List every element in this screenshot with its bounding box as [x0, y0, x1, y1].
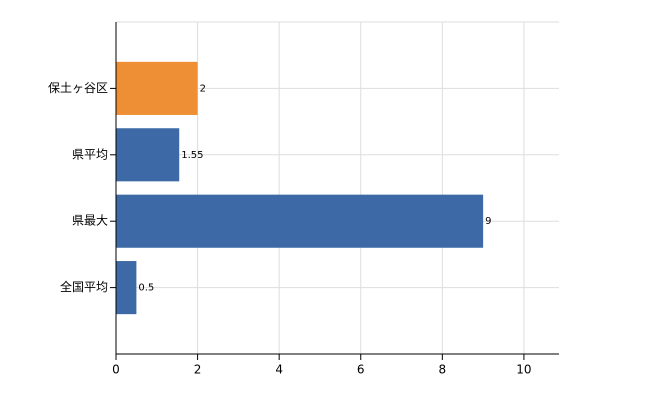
x-tick-label: 8 — [439, 363, 447, 377]
bar — [116, 128, 180, 182]
y-tick-label: 県平均 — [72, 147, 108, 161]
y-tick-label: 県最大 — [72, 214, 108, 228]
bar — [116, 61, 198, 115]
x-tick-label: 6 — [357, 363, 365, 377]
bar — [116, 194, 484, 248]
x-tick-label: 10 — [516, 363, 531, 377]
value-label: 0.5 — [138, 283, 154, 294]
x-tick-label: 2 — [194, 363, 202, 377]
x-tick-label: 4 — [275, 363, 283, 377]
bar — [116, 261, 137, 315]
y-tick-label: 全国平均 — [60, 279, 108, 294]
value-label: 9 — [485, 216, 491, 227]
value-label: 2 — [200, 83, 206, 94]
value-label: 1.55 — [181, 150, 203, 161]
y-tick-label: 保土ヶ谷区 — [48, 81, 108, 95]
x-tick-label: 0 — [112, 363, 120, 377]
